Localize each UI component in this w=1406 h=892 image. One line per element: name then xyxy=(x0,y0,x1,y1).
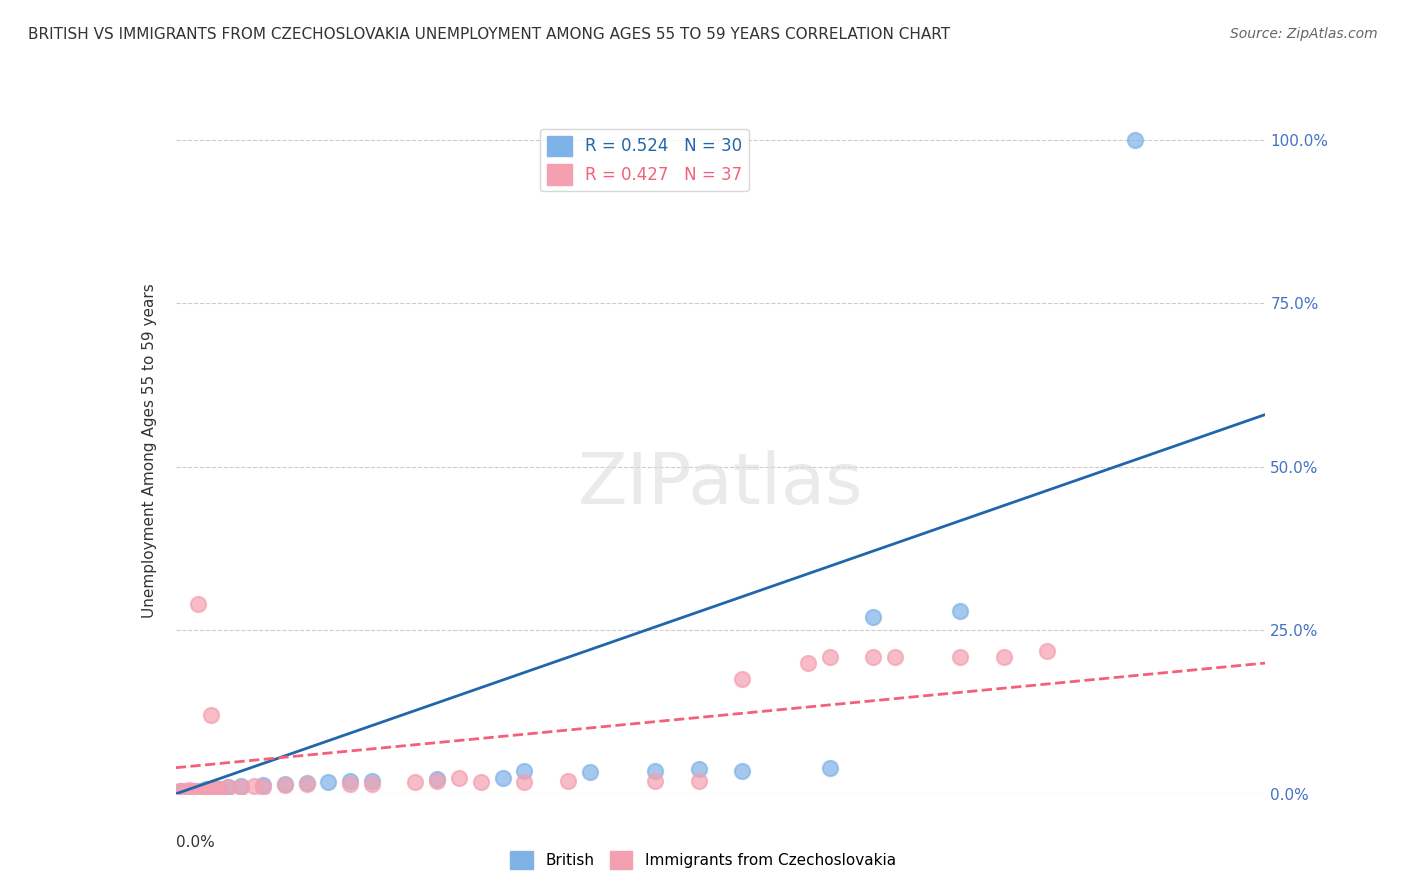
Point xyxy=(731,673,754,687)
Point xyxy=(173,785,195,799)
Point xyxy=(181,783,204,797)
Point xyxy=(208,781,231,796)
Point xyxy=(339,777,361,791)
Point xyxy=(796,656,818,670)
Point xyxy=(862,610,884,624)
Point xyxy=(204,781,226,796)
Point xyxy=(949,649,972,664)
Point xyxy=(862,649,884,664)
Point xyxy=(818,649,841,664)
Point xyxy=(818,761,841,775)
Point xyxy=(186,783,209,797)
Point xyxy=(470,775,492,789)
Point xyxy=(426,773,449,788)
Point xyxy=(217,780,239,795)
Point xyxy=(949,604,972,618)
Point xyxy=(204,781,226,796)
Point xyxy=(177,783,200,797)
Point xyxy=(181,784,204,798)
Point xyxy=(252,780,274,795)
Point xyxy=(169,783,191,797)
Point xyxy=(579,765,602,780)
Point xyxy=(1036,644,1059,658)
Point xyxy=(169,783,191,797)
Point xyxy=(200,708,222,723)
Point xyxy=(186,784,209,798)
Legend: R = 0.524   N = 30, R = 0.427   N = 37: R = 0.524 N = 30, R = 0.427 N = 37 xyxy=(540,129,749,192)
Point xyxy=(295,776,318,790)
Point xyxy=(191,785,214,799)
Point xyxy=(1123,133,1146,147)
Text: Source: ZipAtlas.com: Source: ZipAtlas.com xyxy=(1230,27,1378,41)
Point xyxy=(186,785,209,799)
Point xyxy=(186,597,209,611)
Point xyxy=(884,649,907,664)
Point xyxy=(360,773,382,788)
Text: BRITISH VS IMMIGRANTS FROM CZECHOSLOVAKIA UNEMPLOYMENT AMONG AGES 55 TO 59 YEARS: BRITISH VS IMMIGRANTS FROM CZECHOSLOVAKI… xyxy=(28,27,950,42)
Point xyxy=(993,649,1015,664)
Point xyxy=(243,779,266,793)
Point xyxy=(731,764,754,778)
Point xyxy=(173,784,195,798)
Point xyxy=(217,780,239,795)
Point xyxy=(557,773,579,788)
Point xyxy=(177,786,200,800)
Point xyxy=(195,783,218,797)
Point xyxy=(447,771,470,785)
Point xyxy=(274,777,297,791)
Point xyxy=(513,764,536,778)
Point xyxy=(208,782,231,797)
Text: 0.0%: 0.0% xyxy=(176,835,215,850)
Point xyxy=(177,785,200,799)
Point xyxy=(513,775,536,789)
Y-axis label: Unemployment Among Ages 55 to 59 years: Unemployment Among Ages 55 to 59 years xyxy=(142,283,157,618)
Point xyxy=(405,775,427,789)
Point xyxy=(644,764,666,778)
Point xyxy=(231,779,253,793)
Point xyxy=(295,777,318,791)
Point xyxy=(191,783,214,797)
Point xyxy=(200,783,222,797)
Legend: British, Immigrants from Czechoslovakia: British, Immigrants from Czechoslovakia xyxy=(503,845,903,875)
Point xyxy=(252,778,274,792)
Point xyxy=(318,775,340,789)
Point xyxy=(492,771,515,785)
Point xyxy=(231,780,253,795)
Text: ZIPatlas: ZIPatlas xyxy=(578,450,863,519)
Point xyxy=(426,772,449,787)
Point xyxy=(274,778,297,792)
Point xyxy=(339,773,361,788)
Point xyxy=(688,762,710,776)
Point xyxy=(200,782,222,797)
Point xyxy=(360,777,382,791)
Point xyxy=(195,782,218,797)
Point xyxy=(688,773,710,788)
Point xyxy=(644,773,666,788)
